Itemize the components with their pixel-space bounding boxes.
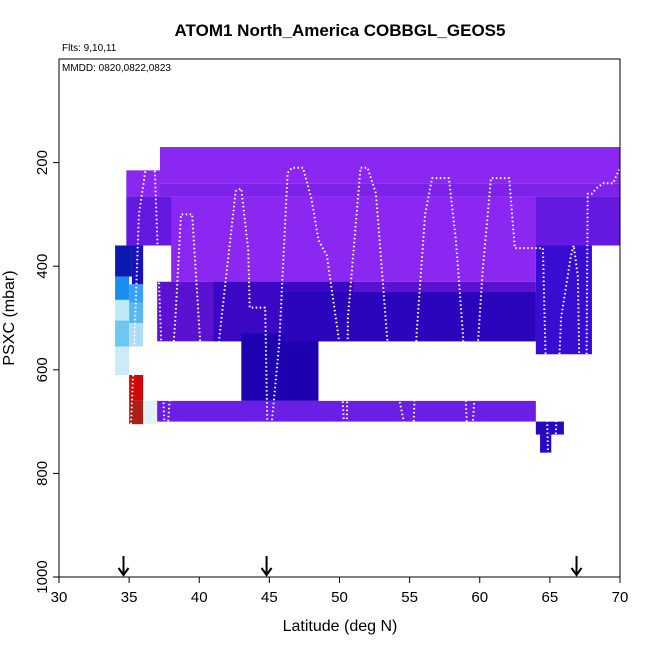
heatmap-cell-11 (131, 245, 144, 285)
heatmap-cell-19 (129, 346, 144, 375)
heatmap-cell-16 (115, 320, 130, 347)
heatmap-cells (115, 147, 621, 453)
heatmap-cell-2 (159, 183, 621, 197)
heatmap-cell-7 (241, 333, 319, 401)
x-tick-label: 45 (261, 589, 278, 606)
y-axis-label: PSXC (mbar) (1, 270, 18, 365)
y-axis: 200 400 600 800 1000 (34, 150, 60, 594)
heatmap-cell-15 (129, 302, 144, 324)
heatmap-cell-17 (129, 323, 144, 347)
y-tick-label: 600 (34, 357, 51, 382)
x-tick-label: 40 (191, 589, 208, 606)
flights-note: Flts: 9,10,11 (62, 43, 117, 54)
heatmap-cell-18 (115, 346, 130, 375)
heatmap-cell-25 (540, 434, 552, 453)
flight-trajectory (128, 156, 621, 534)
y-tick-label: 1000 (34, 560, 51, 593)
heatmap-cell-23 (157, 400, 536, 422)
arrow-down-icon (570, 556, 583, 577)
arrow-down-icon (117, 556, 130, 577)
heatmap-cell-24 (535, 421, 564, 435)
heatmap-cell-12 (115, 276, 130, 300)
heatmap-cell-14 (115, 299, 130, 321)
y-tick-label: 400 (34, 254, 51, 279)
arrow-down-icon (260, 556, 273, 577)
chart-title: ATOM1 North_America COBBGL_GEOS5 (175, 21, 506, 40)
x-axis: 30 35 40 45 50 55 60 65 70 (51, 576, 629, 606)
x-tick-label: 30 (51, 589, 68, 606)
latitude-markers (117, 556, 583, 577)
heatmap-cell-21 (129, 400, 144, 425)
trajectory-line (128, 156, 621, 534)
x-tick-label: 70 (612, 589, 629, 606)
y-tick-label: 200 (34, 150, 51, 175)
heatmap-cell-20 (129, 374, 144, 401)
heatmap-cell-10 (115, 245, 132, 277)
x-tick-label: 60 (471, 589, 488, 606)
heatmap-cell-0 (159, 147, 621, 184)
heatmap-cell-22 (143, 400, 158, 425)
heatmap-cell-13 (129, 284, 144, 303)
y-tick-label: 800 (34, 461, 51, 486)
x-tick-label: 65 (542, 589, 559, 606)
dates-note: MMDD: 0820,0822,0823 (62, 63, 171, 74)
heatmap-cell-8 (283, 292, 536, 342)
x-axis-label: Latitude (deg N) (283, 618, 398, 635)
x-tick-label: 55 (401, 589, 418, 606)
x-tick-label: 35 (121, 589, 138, 606)
heatmap-cell-9 (535, 245, 592, 355)
x-tick-label: 50 (331, 589, 348, 606)
